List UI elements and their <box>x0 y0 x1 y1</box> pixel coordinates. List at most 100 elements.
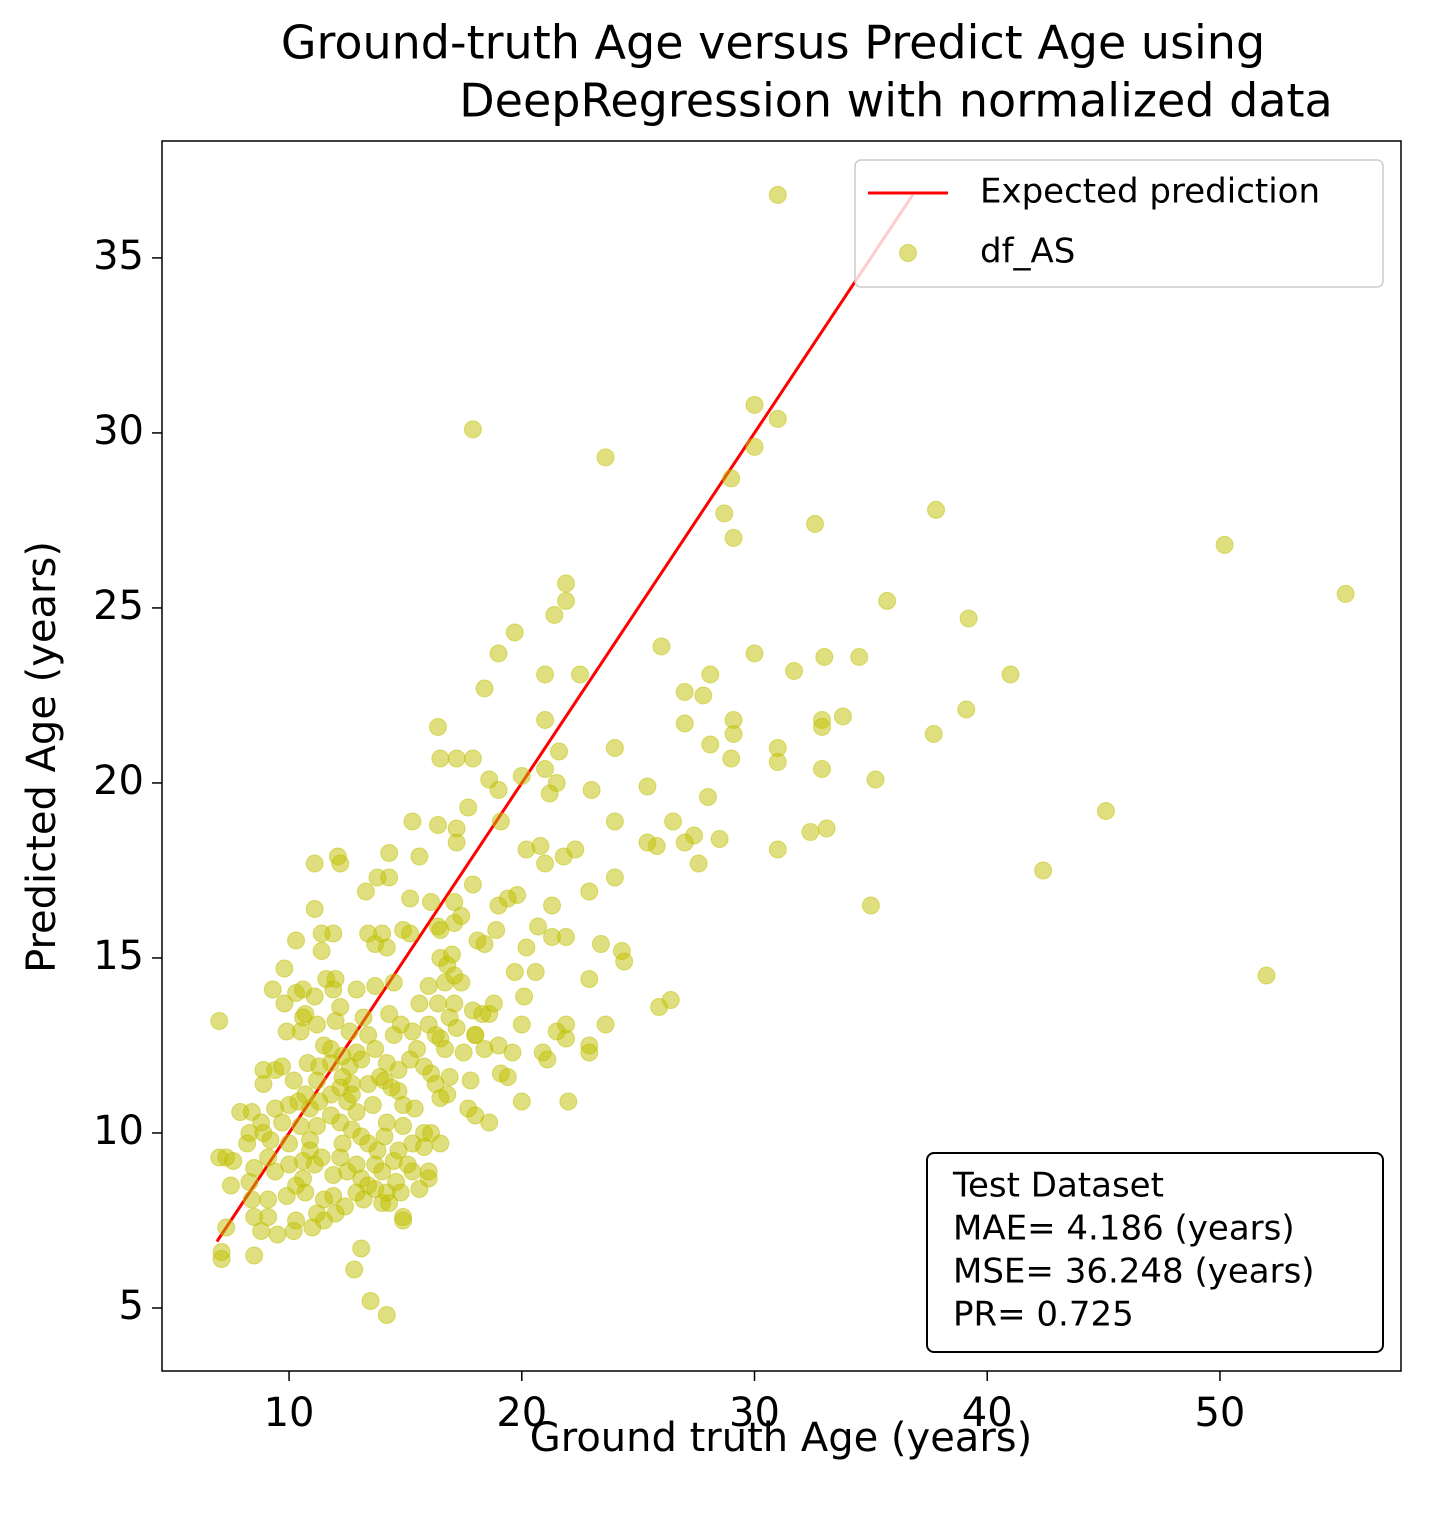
scatter-point <box>540 784 559 803</box>
scatter-point <box>391 1183 410 1202</box>
y-axis-label: Predicted Age (years) <box>19 541 65 973</box>
scatter-point <box>489 780 508 799</box>
scatter-point <box>475 679 494 698</box>
scatter-point <box>347 1102 366 1121</box>
scatter-point <box>710 829 729 848</box>
y-tick-label: 15 <box>93 933 144 979</box>
scatter-point <box>850 647 869 666</box>
scatter-point <box>401 889 420 908</box>
scatter-point <box>394 1211 413 1230</box>
scatter-point <box>812 759 831 778</box>
scatter-point <box>833 707 852 726</box>
scatter-point <box>475 934 494 953</box>
scatter-point <box>224 1151 243 1170</box>
scatter-point <box>263 980 282 999</box>
scatter-point <box>817 819 836 838</box>
scatter-point <box>1096 801 1115 820</box>
scatter-point <box>291 1022 310 1041</box>
scatter-point <box>878 591 897 610</box>
y-tick-label: 5 <box>119 1283 144 1329</box>
annotation-box <box>926 1152 1384 1353</box>
scatter-point <box>380 843 399 862</box>
scatter-point <box>543 896 562 915</box>
scatter-point <box>384 1025 403 1044</box>
scatter-point <box>275 994 294 1013</box>
scatter-point <box>380 868 399 887</box>
scatter-point <box>536 759 555 778</box>
scatter-point <box>324 924 343 943</box>
scatter-point <box>1001 665 1020 684</box>
scatter-point <box>768 409 787 428</box>
legend-label: df_AS <box>980 232 1075 272</box>
scatter-point <box>675 714 694 733</box>
scatter-point <box>287 931 306 950</box>
scatter-point <box>566 840 585 859</box>
scatter-point <box>429 815 448 834</box>
scatter-point <box>536 854 555 873</box>
scatter-point <box>959 609 978 628</box>
scatter-point <box>401 924 420 943</box>
scatter-point <box>689 854 708 873</box>
scatter-point <box>312 941 331 960</box>
scatter-point <box>806 514 825 533</box>
scatter-point <box>512 1092 531 1111</box>
scatter-point <box>812 717 831 736</box>
scatter-point <box>352 1239 371 1258</box>
scatter-point <box>745 644 764 663</box>
scatter-point <box>266 1162 285 1181</box>
scatter-point <box>605 868 624 887</box>
x-tick-label: 40 <box>962 1390 1013 1436</box>
chart-title: Ground-truth Age versus Predict Age usin… <box>281 16 1265 70</box>
annotation-text: MAE= 4.186 (years) <box>953 1209 1295 1249</box>
scatter-point <box>431 1088 450 1107</box>
scatter-point <box>307 1015 326 1034</box>
scatter-point <box>245 1246 264 1265</box>
scatter-point <box>403 1022 422 1041</box>
scatter-point <box>459 798 478 817</box>
scatter-point <box>261 1130 280 1149</box>
scatter-point <box>557 574 576 593</box>
scatter-point <box>526 962 545 981</box>
scatter-point <box>722 749 741 768</box>
scatter-point <box>927 500 946 519</box>
scatter-point <box>1257 966 1276 985</box>
scatter-point <box>512 766 531 785</box>
scatter-point <box>512 1015 531 1034</box>
scatter-point <box>380 1193 399 1212</box>
scatter-point <box>745 437 764 456</box>
scatter-point <box>354 1008 373 1027</box>
scatter-point <box>275 959 294 978</box>
scatter-point <box>801 822 820 841</box>
scatter-point <box>722 469 741 488</box>
scatter-point <box>324 980 343 999</box>
scatter-point <box>724 528 743 547</box>
scatter-point <box>1034 861 1053 880</box>
scatter-point <box>259 1190 278 1209</box>
scatter-point <box>768 752 787 771</box>
scatter-point <box>324 1165 343 1184</box>
scatter-point <box>570 665 589 684</box>
scatter-point <box>463 875 482 894</box>
scatter-point <box>466 1025 485 1044</box>
scatter-point <box>647 836 666 855</box>
scatter-point <box>363 1095 382 1114</box>
x-tick-label: 10 <box>264 1390 315 1436</box>
y-tick-label: 30 <box>93 408 144 454</box>
scatter-point <box>957 700 976 719</box>
scatter-point <box>698 787 717 806</box>
scatter-point <box>447 1018 466 1037</box>
scatter-point <box>252 1221 271 1240</box>
scatter-point <box>429 994 448 1013</box>
scatter-point <box>480 1004 499 1023</box>
scatter-point <box>410 847 429 866</box>
scatter-point <box>596 448 615 467</box>
scatter-point <box>389 1060 408 1079</box>
scatter-point <box>340 1022 359 1041</box>
scatter-point <box>408 1039 427 1058</box>
scatter-point <box>354 1190 373 1209</box>
x-tick-label: 20 <box>496 1390 547 1436</box>
scatter-point <box>254 1074 273 1093</box>
scatter-point <box>435 973 454 992</box>
scatter-point <box>447 833 466 852</box>
